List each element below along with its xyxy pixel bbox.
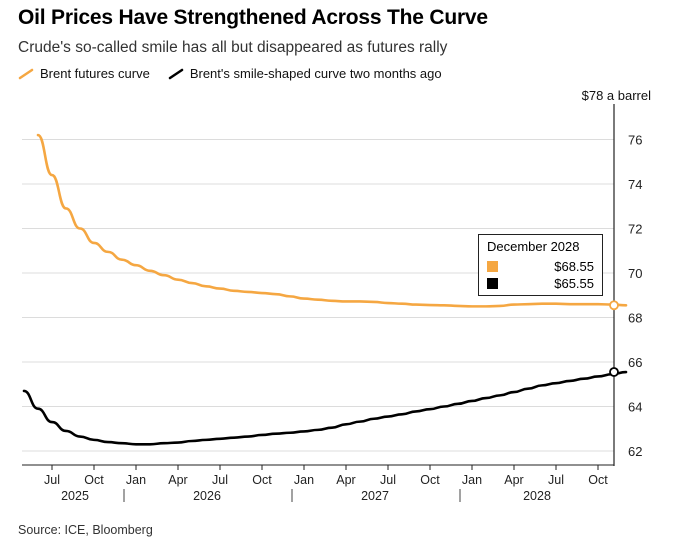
x-tick-label-1: Oct [84,473,104,487]
y-tick-label-72: 72 [628,222,642,237]
tooltip-orange-swatch-icon [487,261,498,272]
tooltip-value-brent: $68.55 [554,259,594,274]
tooltip-row-two-months-ago: $65.55 [487,275,594,292]
x-year-label-2028: 2028 [523,489,551,503]
hover-tooltip: December 2028 $68.55 $65.55 [478,234,603,296]
legend-label-brent: Brent futures curve [40,66,150,81]
chart-title: Oil Prices Have Strengthened Across The … [18,6,488,29]
x-tick-label-10: Jan [462,473,482,487]
y-axis-unit-label: $78 a barrel [581,88,651,103]
x-year-label-2025: 2025 [61,489,89,503]
legend-label-two-months-ago: Brent's smile-shaped curve two months ag… [189,66,442,81]
x-tick-label-5: Oct [252,473,272,487]
legend: Brent futures curve Brent's smile-shaped… [18,66,460,81]
y-tick-label-66: 66 [628,355,642,370]
x-tick-label-2: Jan [126,473,146,487]
tooltip-value-two-months-ago: $65.55 [554,276,594,291]
y-tick-label-70: 70 [628,266,642,281]
chart-subtitle: Crude's so-called smile has all but disa… [18,39,448,56]
x-tick-label-12: Jul [548,473,564,487]
highlight-marker-1 [609,367,619,377]
x-tick-label-0: Jul [44,473,60,487]
highlight-marker-0 [609,300,619,311]
x-tick-label-8: Jul [380,473,396,487]
x-tick-label-4: Jul [212,473,228,487]
x-tick-label-9: Oct [420,473,440,487]
source-note: Source: ICE, Bloomberg [18,523,153,537]
tooltip-title: December 2028 [487,239,580,254]
series-line-1 [22,370,628,446]
y-tick-label-74: 74 [628,177,642,192]
legend-item-brent: Brent futures curve [18,66,150,81]
legend-black-line-icon [168,68,184,80]
x-tick-label-11: Apr [504,473,523,487]
x-tick-label-13: Oct [588,473,608,487]
y-tick-label-76: 76 [628,133,642,148]
series-line-0 [36,133,628,308]
x-year-label-2026: 2026 [193,489,221,503]
y-tick-label-64: 64 [628,400,642,415]
y-tick-label-68: 68 [628,311,642,326]
legend-orange-line-icon [18,68,34,80]
x-year-label-2027: 2027 [361,489,389,503]
x-tick-label-7: Apr [336,473,355,487]
legend-item-two-months-ago: Brent's smile-shaped curve two months ag… [168,66,442,81]
x-tick-label-3: Apr [168,473,187,487]
tooltip-row-brent: $68.55 [487,258,594,275]
x-tick-label-6: Jan [294,473,314,487]
y-tick-label-62: 62 [628,444,642,459]
tooltip-black-swatch-icon [487,278,498,289]
